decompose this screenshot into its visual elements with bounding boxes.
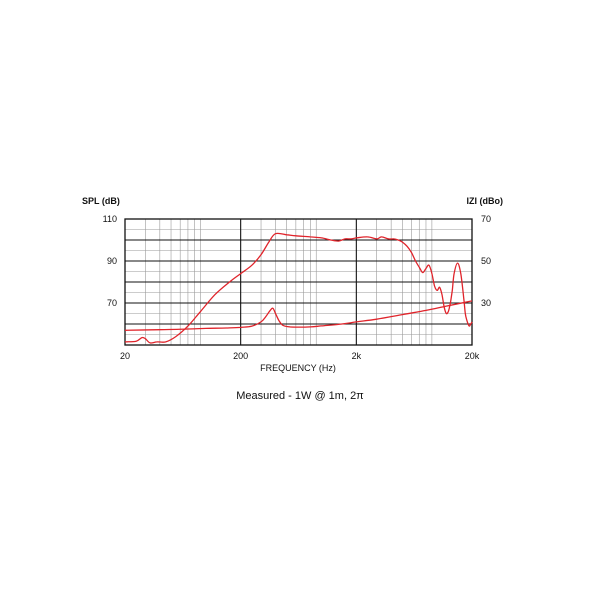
plot-frame — [124, 218, 473, 346]
y-tick-label-right: 50 — [481, 256, 491, 266]
y-axis-right-label: IZI (dBo) — [467, 196, 504, 206]
x-axis-label: FREQUENCY (Hz) — [260, 363, 336, 373]
y-tick-label-left: 90 — [107, 256, 117, 266]
y-axis-left-label: SPL (dB) — [82, 196, 120, 206]
y-tick-label-right: 70 — [481, 214, 491, 224]
x-tick-label: 2k — [352, 351, 362, 361]
y-tick-label-left: 70 — [107, 298, 117, 308]
impedance-curve — [124, 300, 473, 331]
axis-labels: 20 200 2k 20k 110 90 70 70 50 30 — [103, 214, 491, 361]
y-tick-label-right: 30 — [481, 298, 491, 308]
y-tick-label-left: 110 — [103, 214, 117, 224]
x-tick-label: 20 — [120, 351, 130, 361]
x-tick-label: 200 — [233, 351, 248, 361]
grid-major-lines — [124, 218, 473, 346]
spl-curve — [124, 232, 473, 344]
response-curves — [124, 232, 473, 344]
measurement-caption: Measured - 1W @ 1m, 2π — [236, 390, 364, 402]
x-tick-label: 20k — [465, 351, 480, 361]
